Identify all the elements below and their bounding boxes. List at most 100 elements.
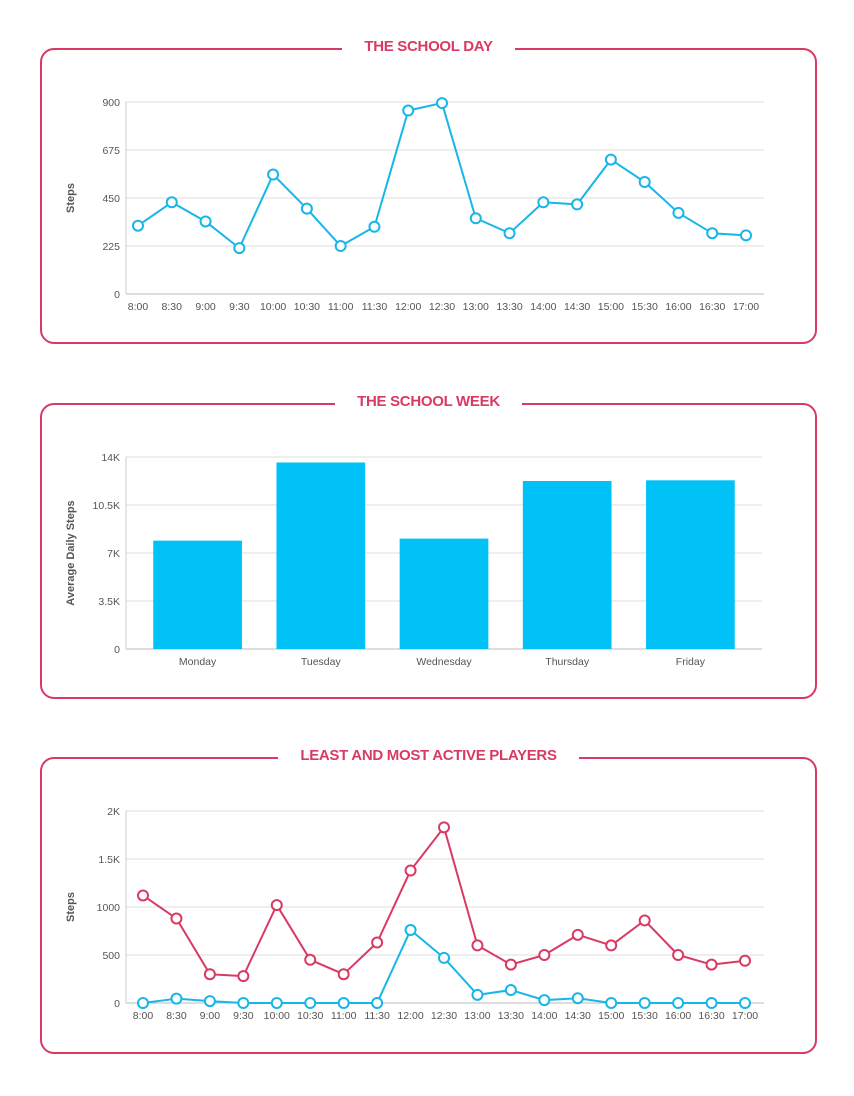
x-tick-label: 9:30 — [233, 1010, 254, 1022]
x-tick-label: 15:00 — [598, 301, 624, 313]
y-tick-label: 2K — [107, 806, 120, 818]
x-tick-label: 12:30 — [431, 1010, 457, 1022]
data-point — [469, 212, 482, 225]
x-tick-label: 8:00 — [133, 1010, 154, 1022]
school-day-chart: 0 225 450 675 900 Steps 8:00 8:30 9:00 9:30 10:00 1… — [65, 97, 764, 313]
bar — [153, 540, 242, 649]
x-tick-label: 16:00 — [665, 301, 691, 313]
x-tick-label: 12:00 — [395, 301, 421, 313]
data-point — [471, 939, 484, 952]
data-point — [740, 229, 752, 242]
x-tick-label: 14:30 — [565, 1010, 591, 1022]
x-tick-label: 15:30 — [632, 1010, 658, 1022]
data-point — [571, 928, 584, 941]
data-point — [438, 951, 450, 964]
x-tick-label: 11:00 — [331, 1010, 357, 1022]
data-point — [270, 899, 283, 912]
data-point — [203, 968, 216, 981]
x-tick-label: 9:30 — [229, 301, 250, 313]
school-day-panel: THE SCHOOL DAY 0 225 450 675 900 Steps 8:00 8:3… — [40, 38, 817, 344]
x-tick-label: Tuesday — [301, 656, 342, 668]
x-tick-label: 11:30 — [364, 1010, 390, 1022]
data-point — [203, 995, 216, 1008]
players-chart: 0 500 1000 1.5K 2K Steps 8:00 8:30 9:00 9:30 10:00… — [65, 806, 764, 1022]
data-point — [404, 864, 417, 877]
data-point — [739, 954, 751, 967]
x-tick-label: 11:00 — [328, 301, 354, 313]
y-tick-label: 1.5K — [98, 854, 120, 866]
x-tick-label: 16:30 — [698, 1010, 724, 1022]
x-tick-label: 8:30 — [166, 1010, 187, 1022]
y-tick-label: 7K — [107, 548, 120, 560]
y-tick-label: 225 — [102, 241, 120, 253]
data-point — [304, 953, 317, 966]
players-title-wrap: LEAST AND MOST ACTIVE PLAYERS — [42, 747, 815, 765]
y-tick-label: 0 — [114, 644, 120, 656]
data-point — [571, 198, 584, 211]
data-point — [538, 949, 551, 961]
data-point — [706, 227, 719, 240]
players-panel: LEAST AND MOST ACTIVE PLAYERS 0 500 1000 1.… — [40, 747, 817, 1054]
school-day-title-wrap: THE SCHOOL DAY — [42, 38, 815, 56]
data-point — [237, 970, 250, 983]
y-tick-label: 0 — [114, 998, 120, 1010]
data-point — [605, 939, 618, 952]
data-point — [672, 997, 685, 1009]
y-tick-label: 900 — [102, 97, 120, 109]
y-axis-label: Steps — [65, 892, 77, 922]
data-point — [137, 997, 149, 1009]
x-tick-label: 9:00 — [195, 301, 216, 313]
data-point — [337, 997, 350, 1009]
bar — [522, 481, 612, 649]
x-tick-label: 9:00 — [200, 1010, 221, 1022]
x-tick-label: 15:00 — [598, 1010, 624, 1022]
data-point — [132, 219, 144, 232]
data-point — [503, 227, 516, 240]
data-point — [371, 936, 384, 949]
data-point — [604, 153, 617, 166]
data-point — [438, 821, 450, 834]
y-tick-label: 500 — [102, 950, 120, 962]
x-tick-label: 10:00 — [260, 301, 286, 313]
x-tick-label: 16:00 — [665, 1010, 691, 1022]
data-point — [638, 997, 651, 1009]
x-tick-label: 10:30 — [297, 1010, 323, 1022]
data-point — [638, 914, 651, 927]
bar — [276, 462, 366, 649]
x-tick-label: 14:00 — [531, 1010, 557, 1022]
x-tick-label: 10:30 — [294, 301, 320, 313]
data-point — [267, 168, 280, 181]
data-point — [165, 196, 178, 209]
x-tick-label: 13:00 — [464, 1010, 490, 1022]
data-point — [170, 912, 183, 925]
data-point — [300, 202, 313, 215]
x-tick-label: 14:00 — [530, 301, 556, 313]
data-point — [170, 992, 183, 1005]
data-point — [337, 968, 350, 981]
data-point — [739, 997, 751, 1009]
school-week-title-wrap: THE SCHOOL WEEK — [42, 393, 815, 411]
data-point — [471, 988, 484, 1001]
data-point — [304, 997, 317, 1009]
data-point — [402, 104, 415, 117]
data-point — [672, 949, 685, 961]
data-point — [368, 220, 381, 233]
x-tick-label: Wednesday — [416, 656, 472, 668]
data-point — [199, 215, 212, 228]
data-point — [672, 206, 685, 219]
x-tick-label: Friday — [676, 656, 706, 668]
x-tick-label: 12:30 — [429, 301, 455, 313]
data-point — [233, 242, 246, 255]
x-tick-label: 12:00 — [397, 1010, 423, 1022]
y-tick-label: 1000 — [97, 902, 121, 914]
players-title: LEAST AND MOST ACTIVE PLAYERS — [278, 747, 579, 764]
x-tick-label: 8:30 — [162, 301, 183, 313]
x-tick-label: Monday — [179, 656, 217, 668]
y-tick-label: 0 — [114, 289, 120, 301]
x-tick-label: 13:30 — [498, 1010, 524, 1022]
school-day-title: THE SCHOOL DAY — [342, 38, 515, 55]
x-tick-label: 11:30 — [362, 301, 388, 313]
series-line — [137, 102, 747, 250]
school-week-chart: 0 3.5K 7K 10.5K 14K Average Daily Steps Monday… — [65, 452, 762, 668]
x-tick-label: 14:30 — [564, 301, 590, 313]
